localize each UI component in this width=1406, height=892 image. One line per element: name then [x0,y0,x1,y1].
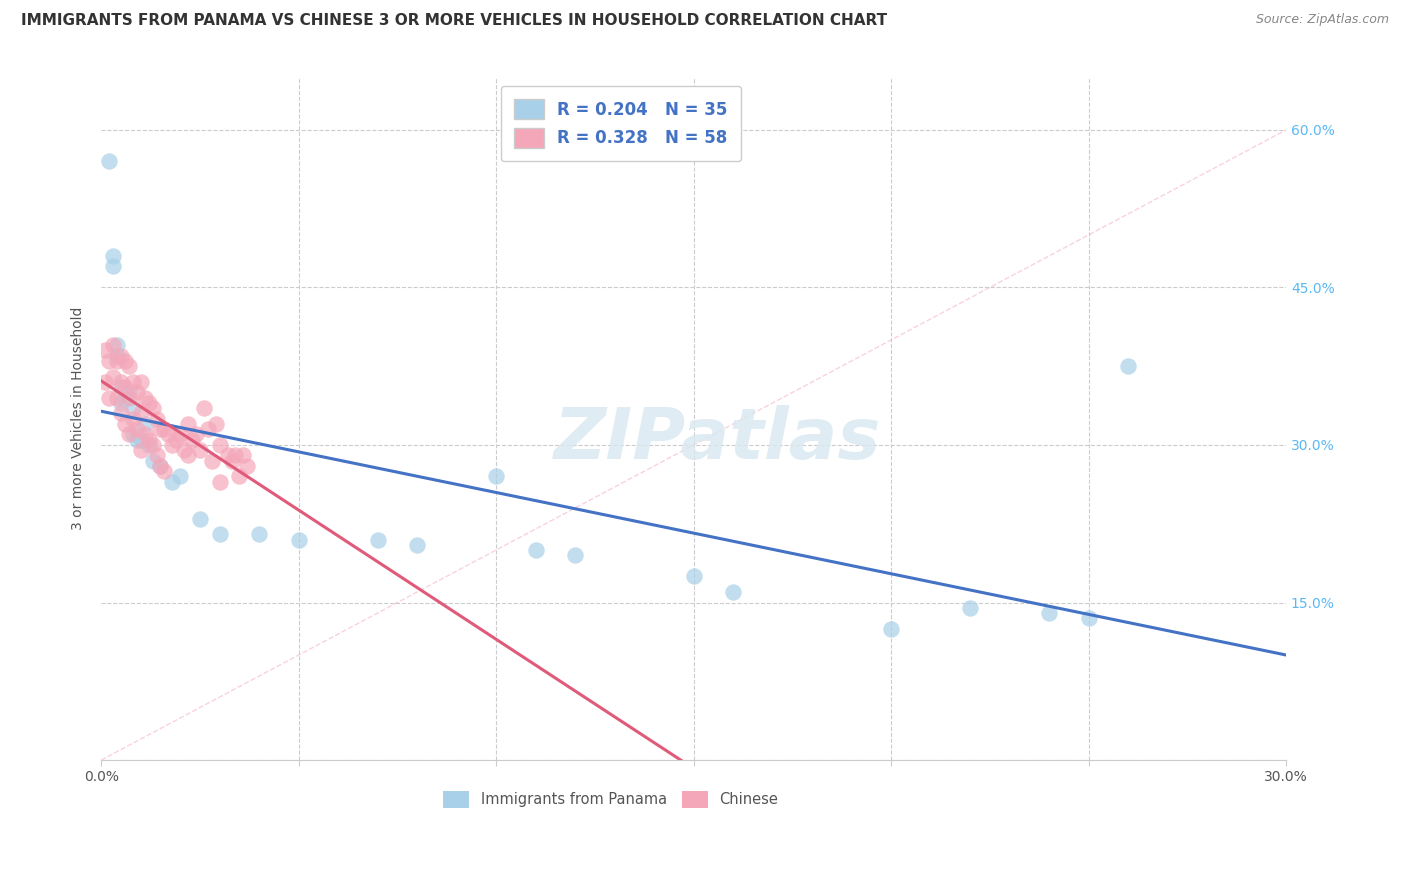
Y-axis label: 3 or more Vehicles in Household: 3 or more Vehicles in Household [72,307,86,531]
Point [142,454,165,468]
Point [114,354,136,368]
Point [110,375,132,389]
Point [228,469,250,483]
Point [101,338,124,352]
Point [208,438,231,452]
Point [129,433,152,447]
Point [94,375,117,389]
Point [181,433,204,447]
Point [98,354,121,368]
Point [114,380,136,394]
Point [101,249,124,263]
Point [110,349,132,363]
Point [217,449,239,463]
Point [880,622,903,636]
Point [129,407,152,421]
Point [188,511,211,525]
Point [208,527,231,541]
Point [129,443,152,458]
Point [110,396,132,410]
Point [224,449,246,463]
Point [121,401,143,416]
Point [149,458,172,473]
Point [105,349,128,363]
Point [367,533,389,547]
Point [149,422,172,436]
Point [142,401,165,416]
Point [105,354,128,368]
Point [94,343,117,358]
Point [125,385,148,400]
Point [1116,359,1139,374]
Point [165,433,187,447]
Point [177,417,200,431]
Point [129,375,152,389]
Point [101,369,124,384]
Point [105,391,128,405]
Point [153,422,176,436]
Text: Source: ZipAtlas.com: Source: ZipAtlas.com [1256,13,1389,27]
Point [125,433,148,447]
Point [98,391,121,405]
Point [134,391,156,405]
Point [193,401,215,416]
Text: ZIPatlas: ZIPatlas [554,405,882,474]
Legend: Immigrants from Panama, Chinese: Immigrants from Panama, Chinese [437,785,785,814]
Point [118,391,141,405]
Point [1077,611,1099,625]
Point [114,391,136,405]
Point [98,154,121,169]
Point [188,443,211,458]
Point [169,427,191,442]
Point [157,427,180,442]
Point [110,380,132,394]
Text: IMMIGRANTS FROM PANAMA VS CHINESE 3 OR MORE VEHICLES IN HOUSEHOLD CORRELATION CH: IMMIGRANTS FROM PANAMA VS CHINESE 3 OR M… [21,13,887,29]
Point [105,338,128,352]
Point [197,422,219,436]
Point [162,438,184,452]
Point [118,359,141,374]
Point [138,396,160,410]
Point [247,527,270,541]
Point [101,260,124,274]
Point [1038,606,1060,620]
Point [125,422,148,436]
Point [134,417,156,431]
Point [177,449,200,463]
Point [287,533,309,547]
Point [184,427,207,442]
Point [134,427,156,442]
Point [406,538,429,552]
Point [118,427,141,442]
Point [138,433,160,447]
Point [169,469,191,483]
Point [232,449,254,463]
Point [145,449,167,463]
Point [162,475,184,489]
Point [149,458,172,473]
Point [564,548,586,562]
Point [142,438,165,452]
Point [138,438,160,452]
Point [121,375,143,389]
Point [959,600,981,615]
Point [121,427,143,442]
Point [682,569,704,583]
Point [121,411,143,425]
Point [524,543,547,558]
Point [208,475,231,489]
Point [145,411,167,425]
Point [118,385,141,400]
Point [221,454,243,468]
Point [110,407,132,421]
Point [485,469,508,483]
Point [236,458,259,473]
Point [721,585,744,599]
Point [114,417,136,431]
Point [204,417,226,431]
Point [201,454,224,468]
Point [173,443,195,458]
Point [153,464,176,478]
